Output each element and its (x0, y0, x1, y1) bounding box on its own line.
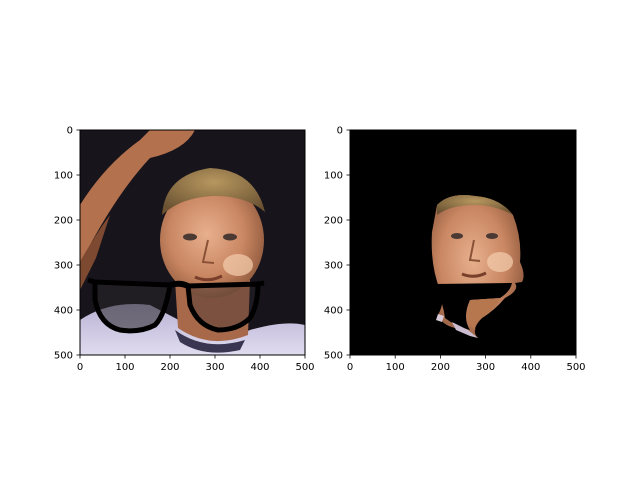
right-axes: 0 100 200 300 400 500 0 100 200 300 400 500 (324, 126, 586, 374)
right-y-ticks: 0 100 200 300 400 500 (324, 126, 350, 362)
hair (162, 168, 265, 215)
cheek-highlight (223, 254, 253, 276)
left-x-tick-label: 100 (115, 362, 134, 373)
neck (175, 280, 250, 342)
left-y-tick-label: 100 (54, 171, 73, 182)
glasses-overlay (87, 277, 265, 334)
raised-arm (80, 130, 195, 262)
raised-arm-shadow (80, 215, 110, 290)
glasses-bridge (169, 280, 190, 289)
segmented-lower-face (466, 298, 500, 330)
glasses-right-lens (185, 281, 261, 333)
left-y-tick-label: 200 (54, 216, 73, 227)
left-x-tick-label: 200 (160, 362, 179, 373)
left-eye (183, 233, 197, 241)
left-y-tick-label: 500 (54, 351, 73, 362)
left-image (80, 130, 305, 355)
right-x-tick-label: 100 (386, 362, 405, 373)
left-x-tick-label: 300 (205, 362, 224, 373)
right-y-tick-label: 200 (324, 216, 343, 227)
right-eye (223, 233, 237, 241)
left-axes: 0 100 200 300 400 500 0 100 200 300 400 500 (54, 126, 315, 374)
right-x-ticks: 0 100 200 300 400 500 (347, 355, 586, 373)
left-x-tick-label: 400 (250, 362, 269, 373)
left-x-ticks: 0 100 200 300 400 500 (77, 355, 315, 373)
left-x-tick-label: 0 (77, 362, 83, 373)
segment-fragment-1 (436, 314, 444, 322)
left-y-tick-label: 400 (54, 306, 73, 317)
glasses-right-temple (257, 280, 265, 287)
left-x-tick-label: 500 (295, 362, 314, 373)
right-y-tick-label: 500 (324, 351, 343, 362)
left-y-tick-label: 0 (67, 126, 73, 137)
segmented-right-eye (486, 233, 498, 239)
segmented-cheek (487, 252, 513, 272)
glasses-left-lens (92, 279, 173, 334)
glasses-left-temple (87, 277, 96, 285)
right-y-tick-label: 100 (324, 171, 343, 182)
right-x-tick-label: 300 (476, 362, 495, 373)
left-y-tick-label: 300 (54, 261, 73, 272)
right-x-tick-label: 500 (566, 362, 585, 373)
right-y-tick-label: 300 (324, 261, 343, 272)
segmented-nose (468, 239, 481, 262)
segmented-mouth (461, 271, 487, 278)
segment-fragment-2 (452, 322, 478, 338)
right-axes-frame (349, 129, 577, 356)
right-image (350, 130, 576, 355)
collar (175, 330, 245, 353)
segmented-glasses-gap (436, 283, 512, 330)
left-y-ticks: 0 100 200 300 400 500 (54, 126, 80, 362)
right-x-tick-label: 0 (347, 362, 353, 373)
right-y-tick-label: 400 (324, 306, 343, 317)
mouth (194, 274, 223, 282)
left-axes-frame (79, 129, 306, 356)
right-x-tick-label: 200 (431, 362, 450, 373)
segmented-left-eye (451, 233, 463, 239)
segmented-hair (437, 195, 513, 215)
nose (201, 239, 215, 264)
right-y-tick-label: 0 (337, 126, 343, 137)
right-x-tick-label: 400 (521, 362, 540, 373)
